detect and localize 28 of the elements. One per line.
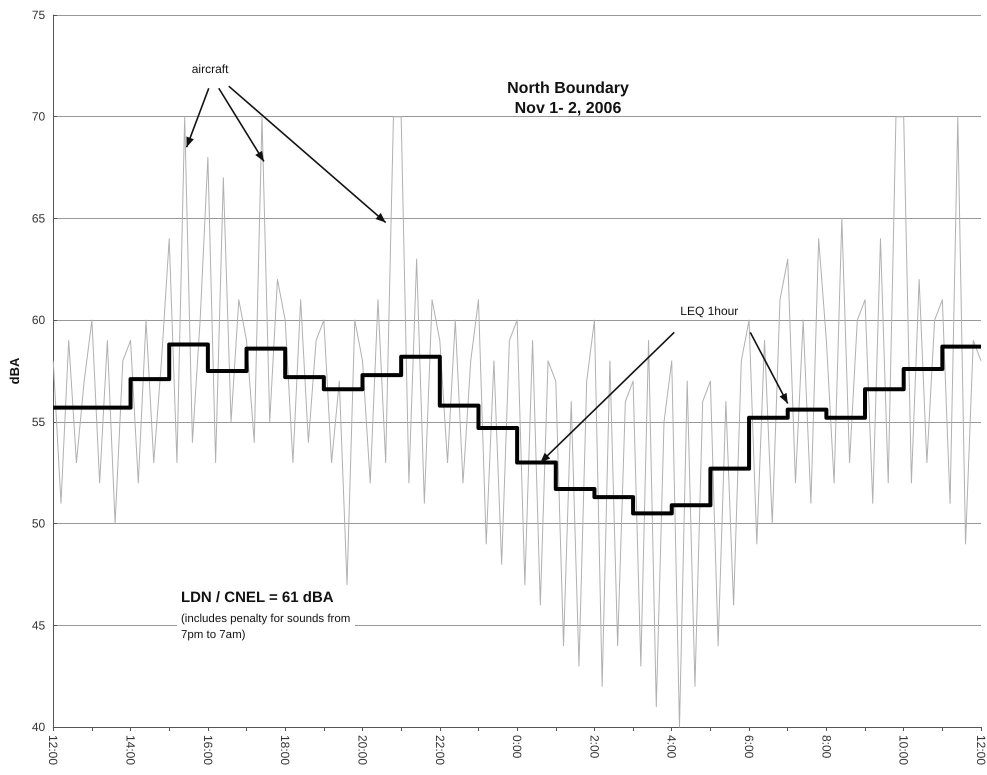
x-tick-label: 16:00 [200,735,215,766]
x-tick-label: 4:00 [664,735,679,759]
x-tick-label: 8:00 [819,735,834,759]
y-axis-title: dBA [7,357,22,384]
x-tick-label: 20:00 [356,735,370,766]
y-tick-label: 50 [32,516,46,531]
x-tick-label: 12:00 [974,735,987,766]
y-tick-label: 45 [32,618,46,632]
y-tick-label: 70 [32,110,46,124]
annotation: (includes penalty for sounds from 7pm to 7am) [176,608,355,645]
x-tick-label: 22:00 [432,735,447,766]
x-tick-label: 14:00 [124,735,138,766]
y-tick-label: 65 [32,211,46,226]
x-tick-label: 0:00 [510,735,524,759]
x-tick-label: 10:00 [896,735,911,766]
y-tick-label: 75 [32,8,46,22]
x-tick-label: 2:00 [587,735,602,759]
x-tick-label: 12:00 [46,735,60,766]
annotation: aircraft [192,62,228,76]
x-tick-label: 18:00 [278,735,292,766]
y-tick-label: 60 [32,313,46,328]
text: Nov 1- 2, 2006 [514,100,622,118]
y-tick-label: 40 [32,720,46,734]
text: North Boundary [506,80,630,98]
annotation: LEQ 1hour [680,304,738,318]
annotation: LDN / CNEL = 61 dBA [176,586,338,608]
y-tick-label: 55 [32,414,46,429]
x-tick-label: 6:00 [742,735,756,759]
